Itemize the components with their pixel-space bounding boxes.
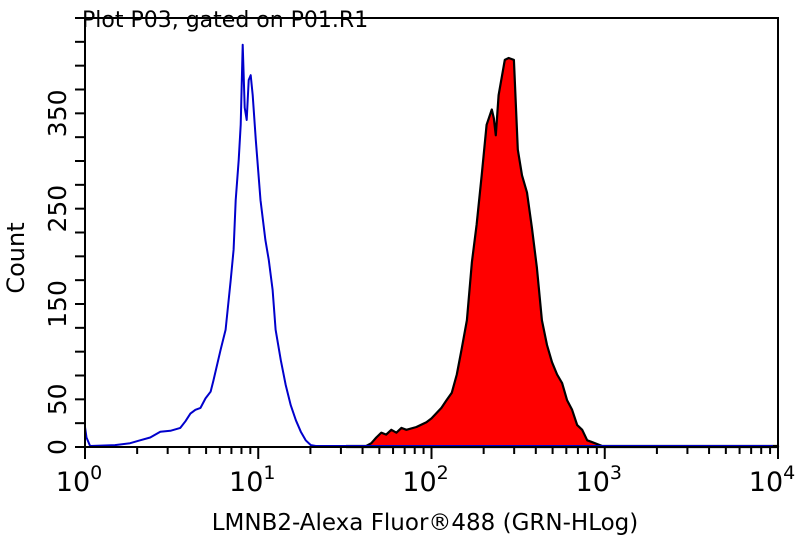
x-tick-base: 10 — [56, 467, 90, 498]
x-tick-exponent: 1 — [263, 462, 275, 484]
x-tick-label: 102 — [402, 462, 448, 498]
filled-histogram-series — [345, 56, 780, 449]
x-tick-label: 101 — [229, 462, 275, 498]
x-axis-label: LMNB2-Alexa Fluor®488 (GRN-HLog) — [212, 510, 639, 536]
plot-area — [84, 43, 780, 449]
x-tick-label: 104 — [749, 462, 795, 498]
chart-title: Plot P03, gated on P01.R1 — [82, 8, 368, 33]
y-axis-label: Count — [2, 222, 30, 293]
y-tick-label: 150 — [43, 280, 72, 328]
x-tick-exponent: 2 — [437, 462, 449, 484]
x-tick-label: 103 — [576, 462, 622, 498]
plot-frame — [84, 17, 779, 448]
y-tick-label: 50 — [43, 383, 72, 415]
y-axis: 0 50 150 250 350 — [43, 17, 85, 455]
x-tick-exponent: 3 — [610, 462, 622, 484]
x-tick-exponent: 4 — [783, 462, 795, 484]
y-tick-label: 0 — [43, 439, 72, 455]
x-axis: 100 101 102 103 104 — [56, 447, 795, 498]
x-tick-exponent: 0 — [90, 462, 102, 484]
x-tick-label: 100 — [56, 462, 102, 498]
y-tick-label: 350 — [43, 89, 72, 137]
x-tick-base: 10 — [749, 467, 783, 498]
x-tick-base: 10 — [576, 467, 610, 498]
x-tick-base: 10 — [229, 467, 263, 498]
y-tick-label: 250 — [43, 185, 72, 233]
x-tick-base: 10 — [402, 467, 436, 498]
outline-histogram-series — [84, 43, 773, 447]
